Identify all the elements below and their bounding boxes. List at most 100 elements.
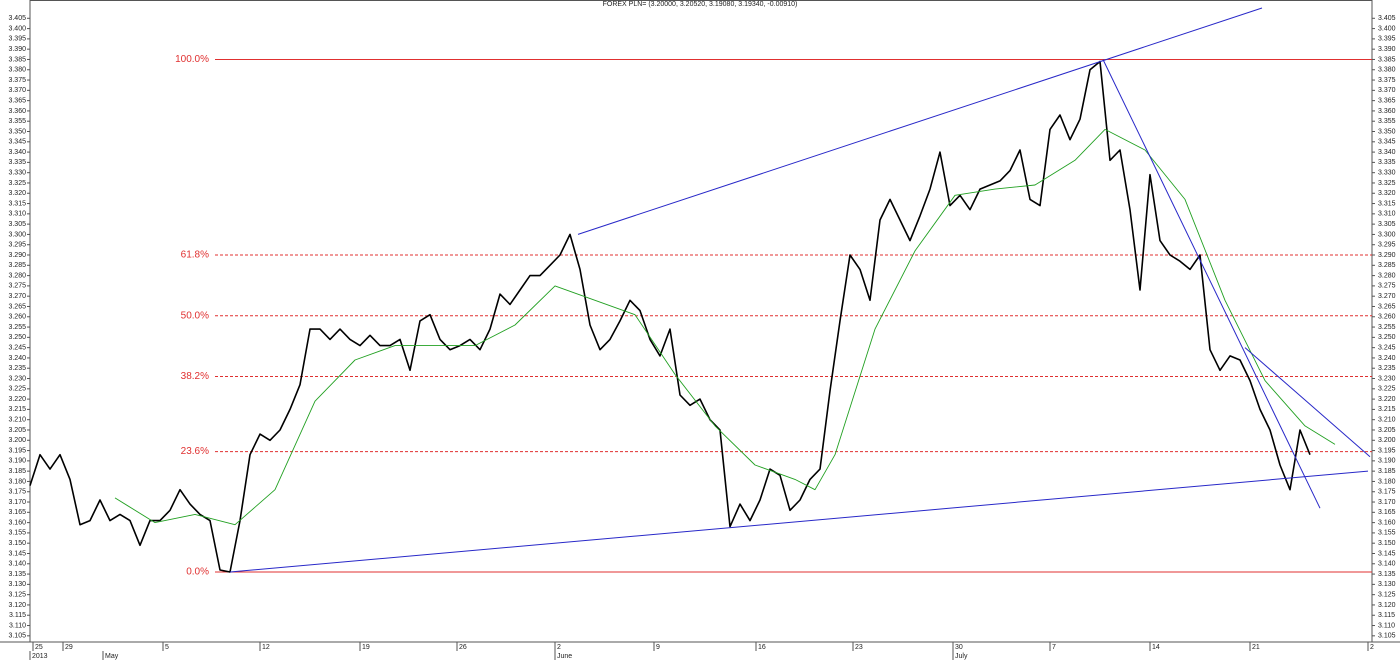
y-tick-label: 3.260 <box>8 314 26 321</box>
y-tick-label: 3.400 <box>1378 25 1396 32</box>
y-tick-label: 3.325 <box>8 180 26 187</box>
y-tick-label: 3.290 <box>1378 252 1396 259</box>
y-tick-label: 3.280 <box>8 272 26 279</box>
y-tick-label: 3.275 <box>1378 283 1396 290</box>
y-tick-label: 3.210 <box>8 417 26 424</box>
y-tick-label: 3.160 <box>1378 519 1396 526</box>
y-tick-label: 3.190 <box>8 458 26 465</box>
y-tick-label: 3.205 <box>8 427 26 434</box>
y-tick-label: 3.230 <box>8 375 26 382</box>
y-tick-label: 3.325 <box>1378 180 1396 187</box>
y-tick-label: 3.175 <box>8 489 26 496</box>
x-tick-label: 2 <box>1370 644 1374 651</box>
y-tick-label: 3.190 <box>1378 458 1396 465</box>
y-tick-label: 3.275 <box>8 283 26 290</box>
y-tick-label: 3.120 <box>1378 602 1396 609</box>
y-tick-label: 3.165 <box>1378 509 1396 516</box>
y-tick-label: 3.320 <box>8 190 26 197</box>
y-tick-label: 3.135 <box>1378 571 1396 578</box>
x-tick-label: 12 <box>262 644 270 651</box>
y-tick-label: 3.375 <box>1378 77 1396 84</box>
y-tick-label: 3.125 <box>1378 591 1396 598</box>
y-tick-label: 3.300 <box>8 231 26 238</box>
y-tick-label: 3.320 <box>1378 190 1396 197</box>
y-tick-label: 3.285 <box>8 262 26 269</box>
y-tick-label: 3.200 <box>1378 437 1396 444</box>
y-tick-label: 3.280 <box>1378 272 1396 279</box>
x-tick-label: 19 <box>362 644 370 651</box>
y-tick-label: 3.160 <box>8 519 26 526</box>
y-tick-label: 3.335 <box>8 159 26 166</box>
plot-frame <box>29 0 1373 643</box>
y-tick-label: 3.400 <box>8 25 26 32</box>
trend-line <box>1244 347 1371 458</box>
y-tick-label: 3.360 <box>1378 108 1396 115</box>
y-tick-label: 3.365 <box>8 97 26 104</box>
price-line <box>114 128 1336 526</box>
y-tick-label: 3.370 <box>8 87 26 94</box>
y-tick-label: 3.140 <box>8 561 26 568</box>
y-tick-label: 3.355 <box>1378 118 1396 125</box>
y-tick-label: 3.195 <box>8 447 26 454</box>
x-tick-label: 16 <box>758 644 766 651</box>
y-tick-label: 3.335 <box>1378 159 1396 166</box>
y-tick-label: 3.380 <box>8 67 26 74</box>
y-tick-label: 3.305 <box>1378 221 1396 228</box>
y-tick-label: 3.385 <box>8 56 26 63</box>
x-tick-label: 23 <box>855 644 863 651</box>
trend-line <box>1102 59 1321 509</box>
month-label: July <box>955 653 968 660</box>
y-tick-label: 3.155 <box>8 530 26 537</box>
y-tick-label: 3.110 <box>9 622 26 629</box>
y-tick-label: 3.115 <box>1378 612 1395 619</box>
y-tick-label: 3.285 <box>1378 262 1396 269</box>
y-tick-label: 3.210 <box>1378 417 1396 424</box>
fib-label: 0.0% <box>186 567 209 578</box>
y-tick-label: 3.300 <box>1378 231 1396 238</box>
y-tick-label: 3.180 <box>8 478 26 485</box>
y-tick-label: 3.225 <box>1378 386 1396 393</box>
y-tick-label: 3.380 <box>1378 67 1396 74</box>
y-tick-label: 3.330 <box>8 170 26 177</box>
x-tick-label: 9 <box>656 644 660 651</box>
y-tick-label: 3.390 <box>1378 46 1396 53</box>
y-tick-label: 3.135 <box>8 571 26 578</box>
trend-line <box>577 7 1263 235</box>
y-tick-label: 3.185 <box>1378 468 1396 475</box>
y-tick-label: 3.395 <box>1378 36 1396 43</box>
chart-title: FOREX PLN= (3.20000, 3.20520, 3.19080, 3… <box>603 1 798 8</box>
y-tick-label: 3.310 <box>8 211 26 218</box>
y-tick-label: 3.340 <box>1378 149 1396 156</box>
y-tick-label: 3.360 <box>8 108 26 115</box>
y-tick-label: 3.315 <box>1378 200 1396 207</box>
y-tick-label: 3.200 <box>8 437 26 444</box>
fib-label: 50.0% <box>181 310 209 321</box>
y-tick-label: 3.390 <box>8 46 26 53</box>
y-tick-label: 3.220 <box>8 396 26 403</box>
y-tick-label: 3.330 <box>1378 170 1396 177</box>
y-tick-label: 3.155 <box>1378 530 1396 537</box>
y-tick-label: 3.295 <box>1378 242 1396 249</box>
y-tick-label: 3.215 <box>8 406 26 413</box>
y-tick-label: 3.175 <box>1378 489 1396 496</box>
month-label: May <box>105 653 119 660</box>
y-tick-label: 3.395 <box>8 36 26 43</box>
y-tick-label: 3.255 <box>1378 324 1396 331</box>
y-tick-label: 3.340 <box>8 149 26 156</box>
y-tick-label: 3.215 <box>1378 406 1396 413</box>
y-tick-label: 3.185 <box>8 468 26 475</box>
y-tick-label: 3.230 <box>1378 375 1396 382</box>
y-tick-label: 3.385 <box>1378 56 1396 63</box>
y-tick-label: 3.290 <box>8 252 26 259</box>
y-tick-label: 3.220 <box>1378 396 1396 403</box>
y-tick-label: 3.130 <box>8 581 26 588</box>
y-tick-label: 3.405 <box>1378 15 1396 22</box>
y-tick-label: 3.180 <box>1378 478 1396 485</box>
y-tick-label: 3.110 <box>1378 622 1395 629</box>
y-tick-label: 3.150 <box>1378 540 1396 547</box>
y-tick-label: 3.150 <box>8 540 26 547</box>
y-tick-label: 3.235 <box>8 365 26 372</box>
x-tick-label: 14 <box>1152 644 1160 651</box>
y-tick-label: 3.125 <box>8 591 26 598</box>
